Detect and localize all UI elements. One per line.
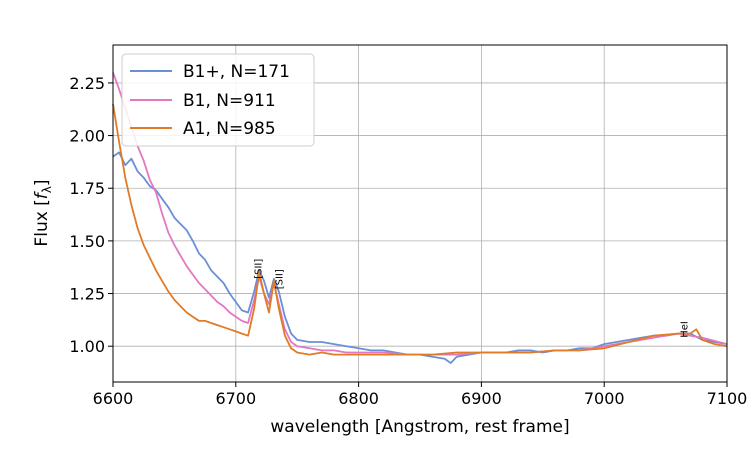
line-annotation: [SII] bbox=[254, 259, 265, 279]
legend: B1+, N=171 B1, N=911 A1, N=985 bbox=[121, 53, 315, 147]
y-axis-label: Flux [fλ] bbox=[32, 179, 54, 246]
y-axis-label-sub: λ bbox=[40, 186, 54, 193]
y-tick-label: 2.25 bbox=[69, 74, 105, 93]
y-tick-label: 1.50 bbox=[69, 232, 105, 251]
x-tick-label: 6700 bbox=[215, 389, 256, 408]
annotations: [SII] [SII] HeI bbox=[254, 259, 691, 338]
y-axis-label-main: Flux [ bbox=[32, 199, 52, 246]
x-tick-label: 6800 bbox=[338, 389, 379, 408]
legend-box bbox=[121, 53, 315, 147]
grid-lines bbox=[112, 45, 728, 382]
y-axis-label-end: ] bbox=[32, 179, 52, 186]
legend-label-b1: B1, N=911 bbox=[183, 91, 276, 111]
y-tick-label: 1.25 bbox=[69, 285, 105, 304]
x-axis-ticks: 6600 6700 6800 6900 7000 7100 bbox=[93, 382, 748, 408]
x-tick-label: 6900 bbox=[461, 389, 502, 408]
series-lines bbox=[112, 72, 728, 364]
legend-label-b1plus: B1+, N=171 bbox=[183, 62, 290, 82]
x-tick-label: 7000 bbox=[584, 389, 625, 408]
y-axis-ticks: 1.00 1.25 1.50 1.75 2.00 2.25 bbox=[69, 74, 113, 356]
plot-frame bbox=[112, 44, 728, 383]
line-annotation: [SII] bbox=[275, 269, 286, 289]
x-axis-label: wavelength [Angstrom, rest frame] bbox=[270, 417, 569, 437]
x-tick-label: 7100 bbox=[707, 389, 748, 408]
series-line-a1 bbox=[112, 103, 728, 356]
x-tick-label: 6600 bbox=[93, 389, 134, 408]
line-annotation: HeI bbox=[680, 321, 691, 338]
legend-label-a1: A1, N=985 bbox=[183, 119, 276, 139]
y-axis-label-var: f bbox=[32, 190, 52, 199]
y-tick-label: 1.00 bbox=[69, 337, 105, 356]
y-tick-label: 1.75 bbox=[69, 179, 105, 198]
y-tick-label: 2.00 bbox=[69, 127, 105, 146]
